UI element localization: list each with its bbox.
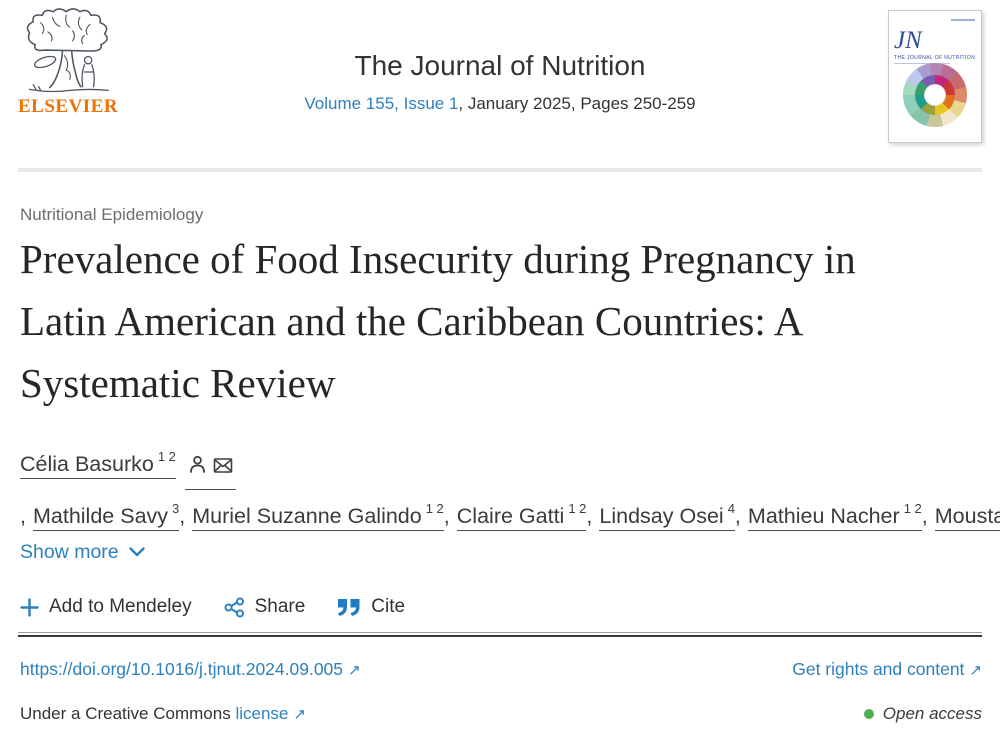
author-separator: , — [586, 504, 593, 529]
external-link-icon: ↗ — [348, 661, 361, 679]
open-access-dot-icon — [863, 709, 874, 719]
doi-row: https://doi.org/10.1016/j.tjnut.2024.09.… — [20, 659, 982, 680]
author-link[interactable]: Muriel Suzanne Galindo 1 2 — [192, 501, 444, 532]
cite-quote-icon — [338, 598, 360, 616]
add-to-mendeley-button[interactable]: Add to Mendeley — [20, 596, 192, 618]
author-link[interactable]: Lindsay Osei 4 — [599, 501, 735, 532]
license-row: Under a Creative Commons license ↗ Open a… — [20, 704, 982, 724]
cite-button[interactable]: Cite — [337, 596, 405, 618]
author-separator: , — [179, 504, 186, 529]
plus-icon — [20, 597, 39, 617]
cover-jn-initials: JN — [894, 27, 922, 54]
article-title: Prevalence of Food Insecurity during Pre… — [20, 236, 856, 406]
license-text: Under a Creative Commons license ↗ — [20, 704, 306, 723]
author-separator: , — [921, 504, 928, 529]
doi-link[interactable]: https://doi.org/10.1016/j.tjnut.2024.09.… — [20, 659, 361, 679]
show-more-label: Show more — [20, 541, 119, 563]
header-divider — [18, 168, 982, 172]
journal-block: The Journal of Nutrition Volume 155, Iss… — [150, 50, 850, 114]
author-link[interactable]: Moustapha Dramé5 6 — [934, 504, 1000, 532]
journal-title-link[interactable]: The Journal of Nutrition — [354, 50, 646, 81]
open-access-badge: Open access — [863, 704, 982, 724]
license-link[interactable]: license — [235, 704, 289, 723]
share-label: Share — [254, 596, 306, 617]
author-link[interactable]: Claire Gatti 1 2 — [456, 501, 587, 532]
person-icon[interactable] — [188, 455, 207, 474]
share-button[interactable]: Share — [224, 596, 306, 618]
external-link-icon: ↗ — [293, 705, 306, 723]
issue-line: Volume 155, Issue 1, January 2025, Pages… — [150, 94, 850, 114]
issue-date-pages: , January 2025, Pages 250-259 — [458, 94, 696, 113]
cite-label: Cite — [371, 596, 406, 617]
author-link[interactable]: Mathieu Nacher 1 2 — [747, 501, 922, 532]
cover-color-wheel — [903, 63, 967, 127]
section-label: Nutritional Epidemiology — [20, 205, 204, 224]
journal-cover-thumbnail[interactable]: JN THE JOURNAL OF NUTRITION — [888, 10, 982, 143]
action-toolbar: Add to Mendeley Share Cite — [20, 596, 405, 618]
mendeley-label: Add to Mendeley — [49, 596, 192, 617]
author-list: Célia Basurko 1 2 , Mathilde Savy 3, Muriel … — [20, 438, 1000, 537]
author-link[interactable]: Célia Basurko 1 2 — [20, 449, 176, 480]
author-separator: , — [734, 504, 741, 529]
footer-divider — [18, 632, 982, 637]
elsevier-tree-icon — [26, 8, 109, 93]
author-separator: , — [443, 504, 450, 529]
chevron-down-icon — [128, 547, 145, 557]
envelope-icon[interactable] — [213, 457, 233, 474]
open-access-label: Open access — [882, 704, 982, 723]
share-icon — [224, 597, 244, 617]
cover-color-wheel-center — [924, 84, 946, 106]
cover-journal-name: THE JOURNAL OF NUTRITION — [894, 55, 976, 61]
volume-issue-link[interactable]: Volume 155, Issue 1 — [304, 94, 459, 113]
author-link[interactable]: Mathilde Savy 3 — [32, 501, 180, 532]
cover-issue-text-bar — [951, 19, 975, 21]
author-separator: , — [20, 504, 26, 529]
get-rights-link[interactable]: Get rights and content ↗ — [792, 659, 982, 679]
elsevier-logo[interactable]: ELSEVIER — [18, 8, 118, 118]
elsevier-wordmark: ELSEVIER — [18, 96, 119, 117]
external-link-icon: ↗ — [969, 661, 982, 679]
corresponding-author-icons[interactable] — [184, 444, 236, 491]
show-more-button[interactable]: Show more — [20, 541, 145, 564]
cover-subtitle-line — [894, 63, 950, 64]
